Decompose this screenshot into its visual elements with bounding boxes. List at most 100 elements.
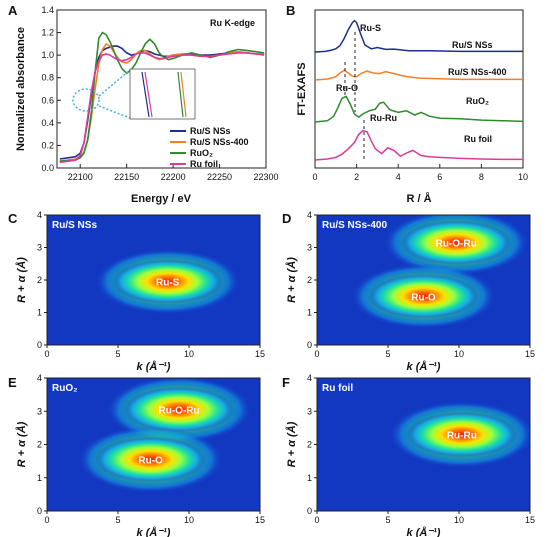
panel-b-annotation-ru-o: Ru-O (336, 83, 358, 93)
map-ytick-label: 1 (37, 308, 42, 318)
map-xtick-label: 5 (385, 515, 390, 525)
map-xtick-label: 0 (44, 515, 49, 525)
panel-a-inset-line-400 (180, 71, 187, 118)
panel-a-x-ticks: 22100 22150 22200 22250 22300 (68, 164, 279, 182)
map-blob-label: Ru-O (411, 292, 436, 303)
map-ytick-label: 4 (37, 210, 42, 220)
panel-a-xlabel: Energy / eV (131, 193, 192, 205)
panel-a-frame (56, 9, 267, 169)
map-ytick-label: 2 (307, 440, 312, 450)
panel-b-letter: B (286, 3, 295, 18)
map-f-contours (389, 401, 530, 468)
panel-c-map: Ru-S Ru/S NSs 0 1 2 3 4 0 5 10 15 k (Å⁻¹) R + α (Å) (15, 210, 265, 373)
a-xtick-label: 22200 (161, 172, 186, 182)
panel-d: D Ru-O-Ru Ru-O Ru/S NSs-400 0 1 2 3 4 0 5 10 15 k (Å… (282, 210, 535, 373)
panel-f: F Ru-Ru Ru foil 0 1 2 3 4 0 5 10 15 k (Å⁻¹) R + α (Å… (282, 373, 535, 537)
map-xtick-label: 15 (525, 349, 535, 359)
panel-e-map: Ru-O-Ru Ru-O RuO₂ 0 1 2 3 4 0 5 10 15 k (Å⁻¹) R + α (… (15, 373, 265, 537)
map-xtick-label: 0 (314, 515, 319, 525)
map-d-ylabel: R + α (Å) (285, 257, 298, 303)
map-e-contours (78, 378, 252, 493)
panel-e-letter: E (8, 375, 17, 390)
map-ytick-label: 3 (37, 243, 42, 253)
map-xtick-label: 10 (184, 349, 194, 359)
b-xtick-label: 8 (479, 172, 484, 182)
panel-a-inset (129, 68, 196, 120)
panel-a-series (59, 31, 265, 164)
map-xtick-label: 10 (184, 515, 194, 525)
panel-b-x-ticks: 0 2 4 6 8 10 (312, 164, 528, 182)
map-ytick-label: 2 (37, 440, 42, 450)
a-ytick-label: 0.6 (41, 95, 54, 105)
b-xtick-label: 2 (354, 172, 359, 182)
map-ytick-label: 1 (307, 308, 312, 318)
panel-c: C Ru-S Ru/S NSs 0 1 2 3 4 0 5 10 15 k (Å⁻¹) R + α (Å… (8, 210, 265, 373)
panel-b-series-label-foil: Ru foil (464, 134, 492, 144)
map-blob-core (95, 436, 207, 483)
map-ytick-label: 3 (307, 406, 312, 416)
panel-b-series-label-rus: Ru/S NSs (452, 40, 493, 50)
map-c-contours (95, 249, 241, 315)
map-d-contours (351, 215, 529, 329)
a-ytick-label: 1.2 (41, 28, 54, 38)
a-xtick-label: 22250 (207, 172, 232, 182)
panel-a-y-ticks: 0.0 0.2 0.4 0.6 0.8 1.0 1.2 1.4 (41, 5, 61, 173)
map-xtick-label: 15 (525, 515, 535, 525)
map-blob-label: Ru-Ru (447, 431, 477, 442)
panel-b-xlabel: R / Å (406, 192, 431, 205)
map-blob-label: Ru-O-Ru (436, 239, 477, 250)
map-xtick-label: 10 (454, 349, 464, 359)
a-ytick-label: 1.4 (41, 5, 54, 15)
panel-a-zoom-line-bottom (98, 105, 131, 119)
panel-a-inset-line-foil (144, 71, 153, 118)
panel-a-ylabel: Normalized absorbance (15, 27, 27, 151)
panel-b-ylabel: FT-EXAFS (296, 62, 308, 115)
map-blob-label: Ru-O-Ru (159, 406, 200, 417)
map-ytick-label: 4 (37, 373, 42, 383)
map-f-title: Ru foil (322, 383, 353, 394)
b-series-ru-s-nss-400 (314, 69, 523, 81)
map-blob-core (368, 274, 479, 319)
panel-a-inset-line-rus (141, 71, 150, 118)
panel-b: B 0 2 4 6 8 10 FT-EXAFS R / Å Ru-S Ru-O Ru-Ru… (286, 3, 528, 205)
panel-d-map: Ru-O-Ru Ru-O Ru/S NSs-400 0 1 2 3 4 0 5 10 15 k (Å⁻¹… (285, 210, 535, 373)
b-series-ru-s-nss (314, 19, 523, 53)
a-legend-label: Ru/S NSs-400 (190, 137, 249, 147)
map-ytick-label: 1 (307, 473, 312, 483)
map-xtick-label: 5 (385, 349, 390, 359)
panel-f-map: Ru-Ru Ru foil 0 1 2 3 4 0 5 10 15 k (Å⁻¹) R + α (Å) (285, 373, 535, 537)
a-xtick-label: 22100 (68, 172, 93, 182)
a-legend-label: Ru foil (190, 159, 218, 169)
panel-b-series-label-ruo2: RuO₂ (466, 96, 489, 106)
map-ytick-label: 2 (37, 275, 42, 285)
b-series-ru-foil (314, 129, 523, 161)
map-blob-core (123, 386, 235, 433)
map-c-xlabel: k (Å⁻¹) (137, 360, 171, 373)
map-ytick-label: 4 (307, 373, 312, 383)
panel-f-letter: F (282, 375, 290, 390)
b-xtick-label: 10 (518, 172, 528, 182)
panel-d-letter: D (282, 211, 291, 226)
panel-b-series (314, 19, 524, 161)
map-blob-label: Ru-O (138, 455, 163, 466)
map-ytick-label: 0 (307, 506, 312, 516)
panel-a-letter: A (8, 3, 18, 18)
map-blob-core (400, 220, 512, 265)
map-ytick-label: 1 (37, 473, 42, 483)
panel-c-letter: C (8, 211, 18, 226)
b-xtick-label: 6 (437, 172, 442, 182)
map-ytick-label: 3 (307, 243, 312, 253)
map-blob-core (112, 259, 224, 304)
a-xtick-label: 22300 (253, 172, 278, 182)
map-xtick-label: 10 (454, 515, 464, 525)
panel-a-zoom-circle (72, 88, 100, 112)
b-xtick-label: 0 (312, 172, 317, 182)
map-xtick-label: 5 (115, 349, 120, 359)
map-d-xlabel: k (Å⁻¹) (407, 360, 441, 373)
panel-b-series-label-400: Ru/S NSs-400 (448, 67, 507, 77)
map-xtick-label: 15 (255, 515, 265, 525)
a-ytick-label: 0.8 (41, 73, 54, 83)
map-f-xlabel: k (Å⁻¹) (407, 526, 441, 537)
map-blob-core (406, 411, 518, 458)
